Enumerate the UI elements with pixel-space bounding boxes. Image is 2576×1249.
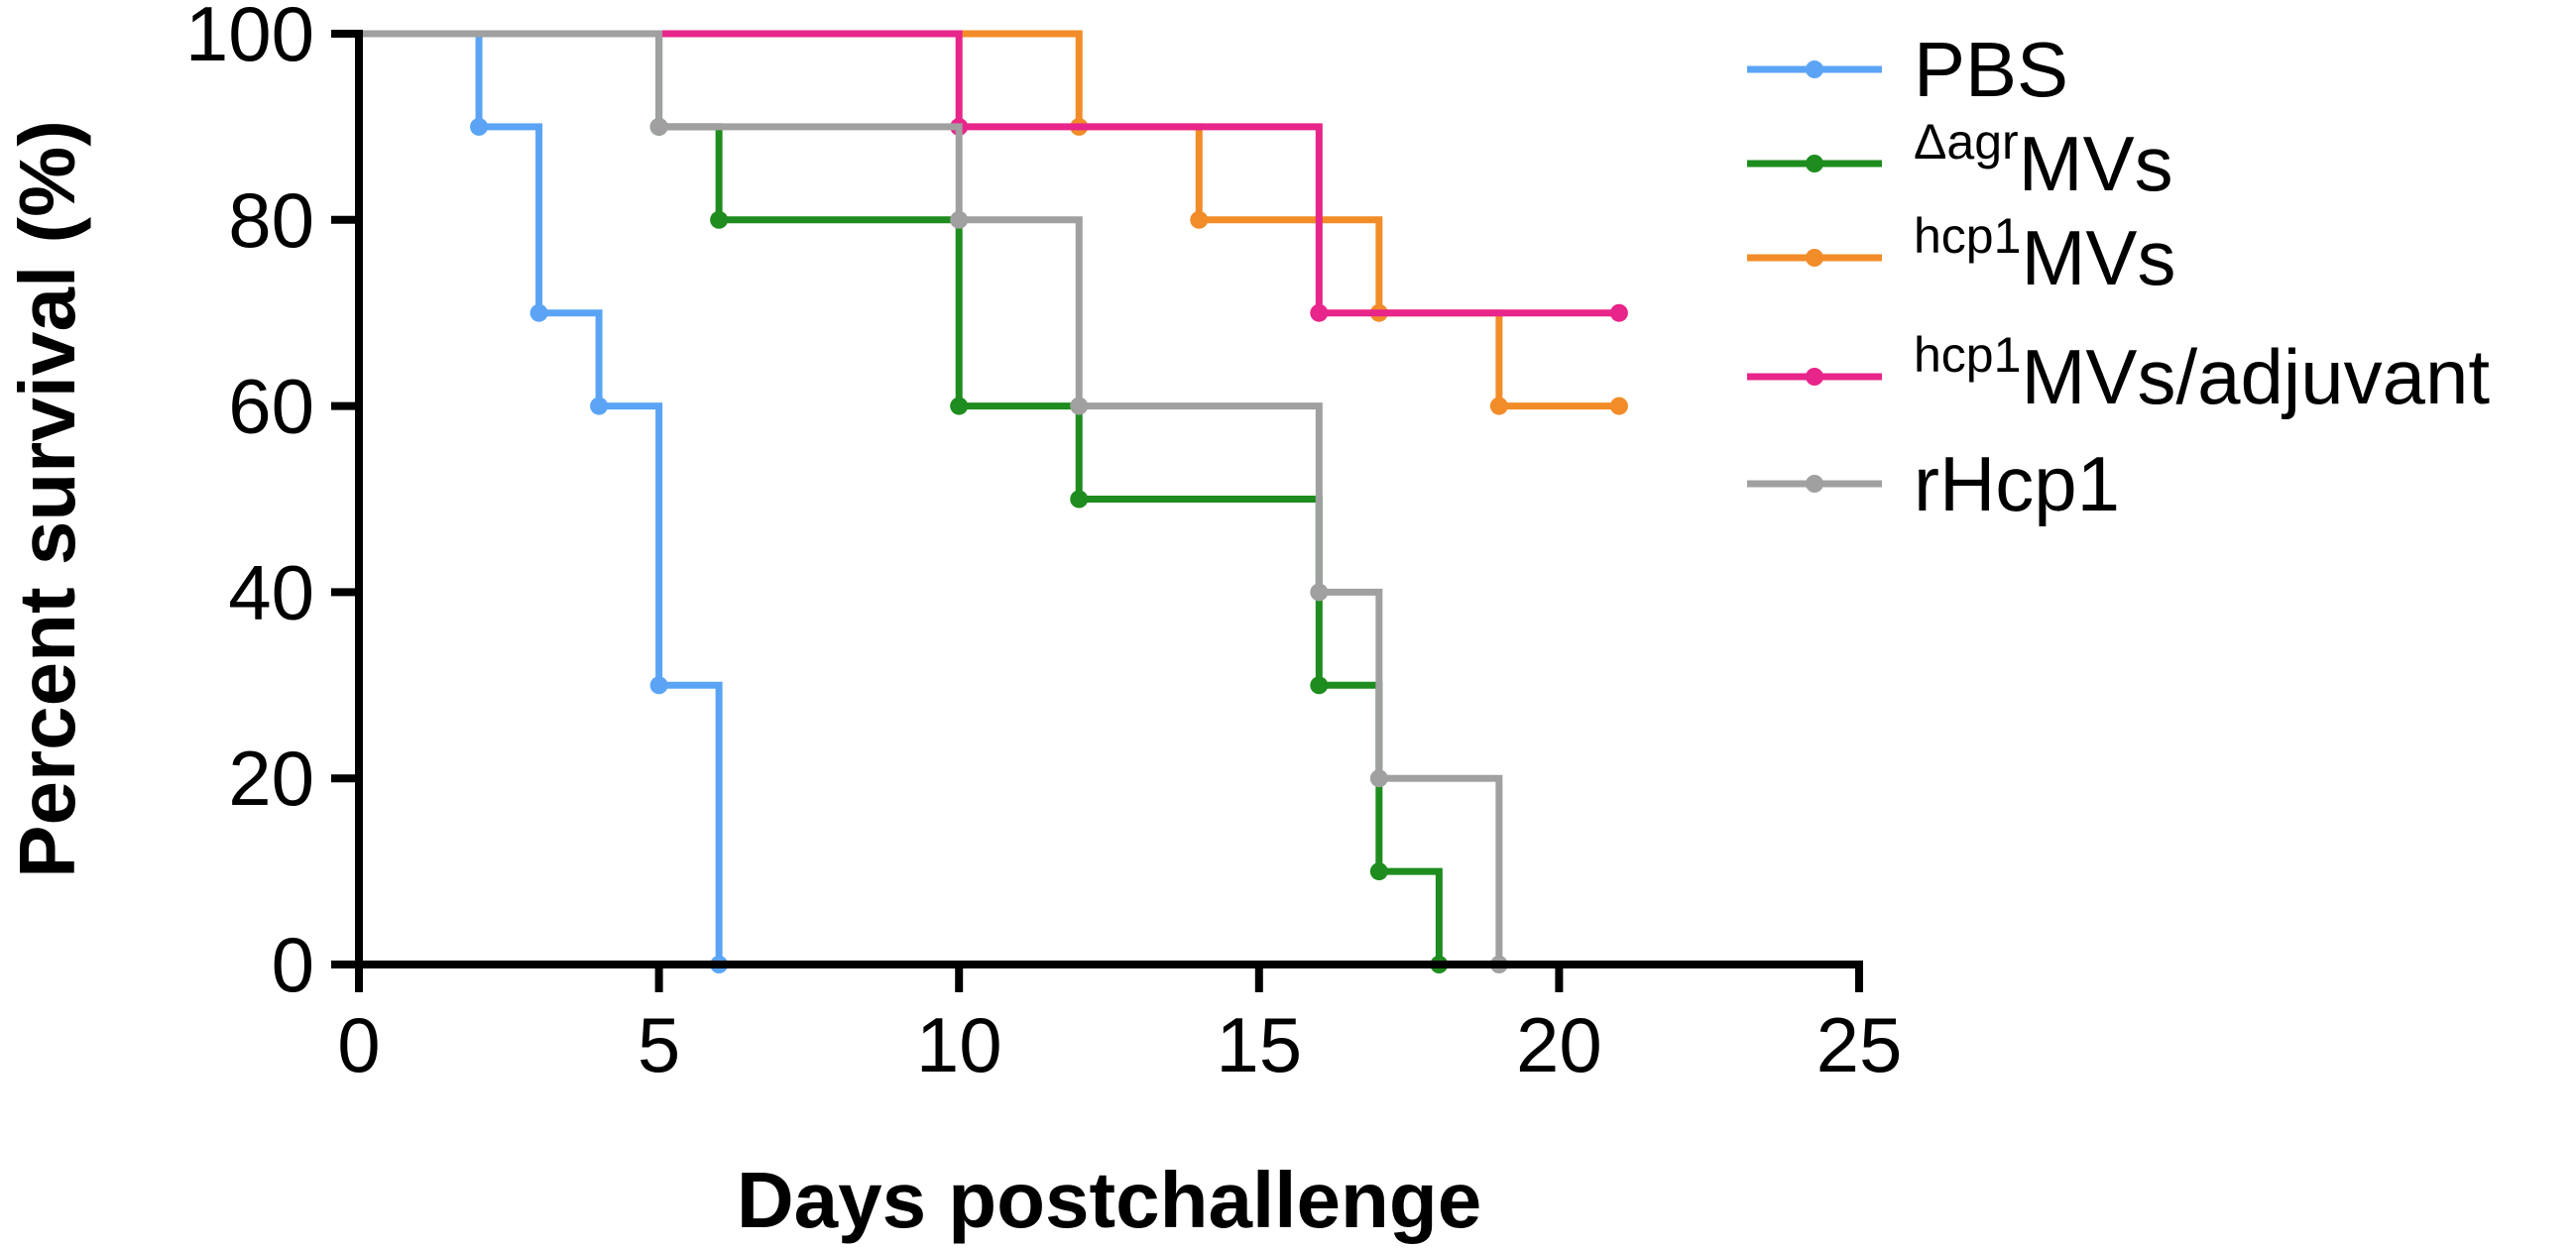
data-point — [950, 210, 969, 229]
legend-item: hcp1MVs — [1747, 208, 2175, 301]
data-point — [470, 117, 489, 136]
legend-label-superscript: hcp1 — [1914, 327, 2021, 383]
data-point — [649, 676, 668, 695]
series-line — [359, 30, 1503, 965]
series-line — [359, 30, 1619, 317]
x-tick-label: 10 — [916, 1001, 1002, 1088]
data-point — [1310, 303, 1329, 322]
legend-label: hcp1MVs/adjuvant — [1914, 327, 2490, 420]
y-tick-label: 100 — [185, 0, 314, 77]
data-point — [1489, 397, 1508, 415]
series-4 — [359, 30, 1508, 973]
legend-label-superscript: hcp1 — [1914, 208, 2021, 264]
x-tick-label: 0 — [337, 1001, 380, 1088]
legend-label-main: MVs — [2019, 120, 2173, 207]
data-point — [1310, 583, 1329, 602]
data-point — [1190, 210, 1209, 229]
y-tick-label: 60 — [228, 363, 314, 450]
legend-label-main: MVs/adjuvant — [2021, 333, 2490, 420]
data-point — [1369, 862, 1388, 881]
legend-item: hcp1MVs/adjuvant — [1747, 327, 2490, 420]
y-tick-label: 20 — [228, 735, 314, 822]
legend-label-main: MVs — [2021, 214, 2175, 301]
data-point — [649, 117, 668, 136]
data-point — [529, 303, 548, 322]
legend-item: PBS — [1747, 26, 2068, 113]
legend-swatch-marker — [1806, 155, 1823, 172]
legend-swatch-marker — [1806, 368, 1823, 386]
series-0 — [359, 30, 729, 973]
data-point — [590, 397, 609, 415]
x-tick-label: 5 — [638, 1001, 680, 1088]
legend-swatch-marker — [1806, 475, 1823, 493]
data-point — [1070, 490, 1089, 509]
series-1 — [359, 30, 1449, 973]
axes-layer: 0 20 40 60 80 100 0 5 10 15 20 25 — [185, 0, 1903, 1088]
series-layer — [359, 30, 1628, 973]
legend-item: ΔagrMVs — [1747, 114, 2173, 207]
data-point — [710, 210, 729, 229]
legend-item: rHcp1 — [1747, 440, 2120, 527]
series-line — [359, 30, 723, 965]
x-tick-label: 15 — [1216, 1001, 1302, 1088]
y-tick-label: 0 — [272, 921, 314, 1008]
legend-label: rHcp1 — [1914, 440, 2120, 527]
data-point — [1609, 397, 1628, 415]
series-2 — [359, 30, 1628, 415]
y-tick-label: 40 — [228, 548, 314, 635]
legend-swatch-marker — [1806, 60, 1823, 78]
x-axis-title: Days postchallenge — [737, 1156, 1481, 1244]
y-axis-title: Percent survival (%) — [3, 120, 91, 878]
data-point — [950, 397, 969, 415]
data-point — [1369, 769, 1388, 788]
data-point — [1609, 303, 1628, 322]
legend-label: hcp1MVs — [1914, 208, 2175, 301]
legend-label-superscript: Δagr — [1914, 114, 2019, 170]
legend-label: PBS — [1914, 26, 2068, 113]
y-tick-label: 80 — [228, 176, 314, 264]
data-point — [1310, 676, 1329, 695]
legend-label: ΔagrMVs — [1914, 114, 2173, 207]
x-tick-label: 20 — [1516, 1001, 1602, 1088]
x-tick-label: 25 — [1816, 1001, 1903, 1088]
data-point — [1070, 397, 1089, 415]
series-line — [359, 30, 1443, 965]
series-3 — [359, 30, 1628, 322]
legend-swatch-marker — [1806, 249, 1823, 267]
